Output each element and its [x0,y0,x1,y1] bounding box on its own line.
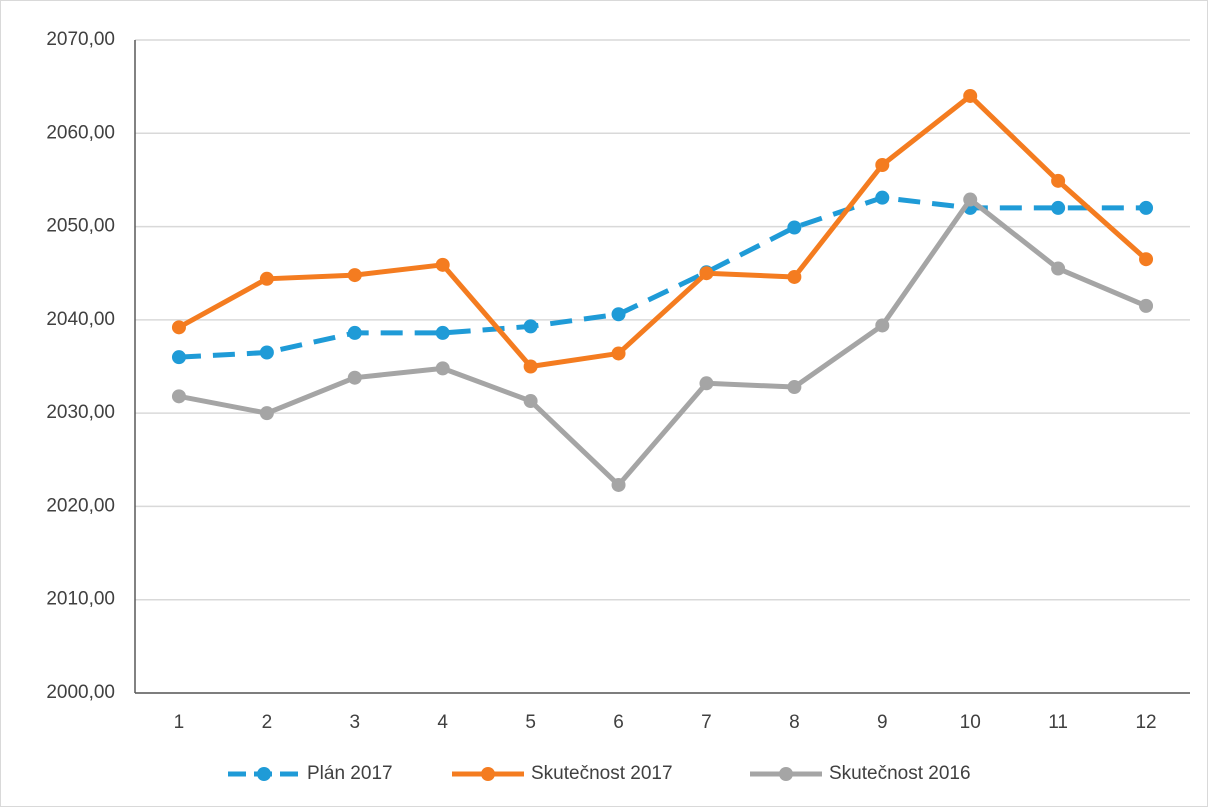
y-tick-label: 2030,00 [46,402,115,423]
legend-label: Skutečnost 2017 [531,763,673,784]
data-point [1139,298,1154,313]
data-point [171,389,186,404]
data-point [523,394,538,409]
y-tick-label: 2040,00 [46,309,115,330]
legend-marker [481,767,495,781]
data-point [699,376,714,391]
data-point [1139,252,1154,267]
data-point [787,220,802,235]
data-point [699,266,714,281]
data-point [611,477,626,492]
legend-label: Skutečnost 2016 [829,763,971,784]
data-point [259,345,274,360]
y-tick-label: 2070,00 [46,29,115,50]
series-line [178,197,1148,488]
legend-marker [779,767,793,781]
x-tick-label: 6 [613,712,624,733]
data-point [1051,173,1066,188]
series-line [177,93,1148,369]
data-point [523,359,538,374]
data-point [347,370,362,385]
x-tick-label: 4 [437,712,448,733]
data-point [171,320,186,335]
y-tick-label: 2010,00 [46,589,115,610]
x-tick-label: 9 [877,712,888,733]
data-point [347,268,362,283]
data-point [875,158,890,173]
data-point [435,325,450,340]
data-point [171,350,186,365]
y-tick-label: 2020,00 [46,495,115,516]
data-point [1051,200,1066,215]
data-point [611,307,626,322]
data-point [435,361,450,376]
x-tick-label: 7 [701,712,712,733]
legend-marker [257,767,271,781]
data-point [963,88,978,103]
data-point [1139,200,1154,215]
data-point [963,192,978,207]
data-point [347,325,362,340]
data-point [259,406,274,421]
x-tick-label: 2 [262,712,273,733]
data-point [787,269,802,284]
y-tick-label: 2060,00 [46,122,115,143]
y-tick-label: 2000,00 [46,682,115,703]
data-point [787,380,802,395]
data-point [523,319,538,334]
x-tick-label: 12 [1135,712,1156,733]
data-point [1051,261,1066,276]
x-tick-label: 5 [525,712,536,733]
x-tick-label: 3 [350,712,361,733]
y-tick-label: 2050,00 [46,216,115,237]
data-point [611,346,626,361]
x-tick-label: 11 [1048,712,1068,733]
data-point [875,318,890,333]
data-point [259,271,274,286]
legend-label: Plán 2017 [307,763,393,784]
x-tick-label: 10 [960,712,981,733]
data-point [435,257,450,272]
data-point [875,190,890,205]
x-tick-label: 8 [789,712,800,733]
x-tick-label: 1 [174,712,185,733]
